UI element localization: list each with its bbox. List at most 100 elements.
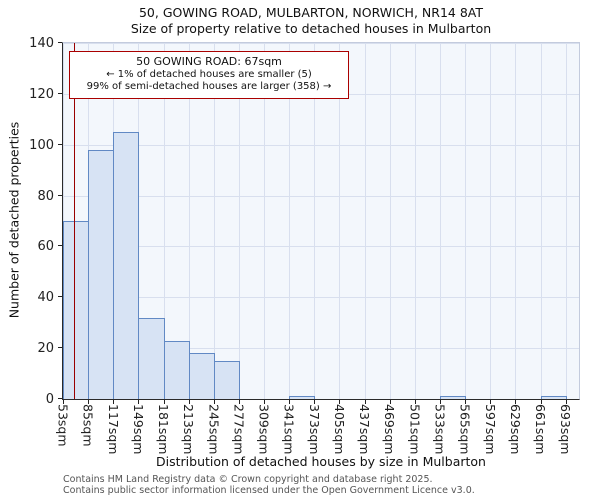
gridline-vertical: [439, 43, 441, 399]
gridline-vertical: [339, 43, 341, 399]
x-tick-label: 117sqm: [105, 404, 121, 455]
x-tick-mark: [389, 400, 391, 404]
x-tick-mark: [138, 400, 140, 404]
x-tick-mark: [339, 400, 341, 404]
gridline-vertical: [414, 43, 416, 399]
x-tick-label: 693sqm: [558, 404, 574, 455]
x-tick-mark: [540, 400, 542, 404]
x-tick-mark: [188, 400, 190, 404]
x-tick-label: 309sqm: [256, 404, 272, 455]
histogram-bar: [188, 353, 215, 399]
y-tick-mark: [58, 143, 62, 145]
gridline-vertical: [213, 43, 215, 399]
histogram-bar: [213, 360, 240, 399]
x-tick-label: 341sqm: [281, 404, 297, 455]
x-tick-mark: [465, 400, 467, 404]
x-tick-mark: [439, 400, 441, 404]
gridline-vertical: [238, 43, 240, 399]
histogram-bar: [163, 340, 190, 399]
gridline-vertical: [289, 43, 291, 399]
x-tick-label: 149sqm: [130, 404, 146, 455]
y-tick-mark: [58, 245, 62, 247]
x-tick-label: 277sqm: [231, 404, 247, 455]
gridline-horizontal: [63, 348, 579, 350]
y-tick-label: 20: [37, 341, 54, 357]
gridline-vertical: [540, 43, 542, 399]
x-tick-label: 245sqm: [206, 404, 222, 455]
y-tick-label: 0: [45, 392, 54, 407]
y-tick-mark: [58, 42, 62, 43]
x-tick-label: 213sqm: [181, 404, 197, 455]
histogram-bar: [88, 149, 115, 399]
gridline-horizontal: [63, 297, 579, 299]
y-tick-mark: [58, 347, 62, 349]
x-tick-mark: [113, 400, 115, 404]
x-tick-mark: [364, 400, 366, 404]
histogram-bar: [138, 317, 165, 399]
x-tick-mark: [238, 400, 240, 404]
x-tick-label: 53sqm: [55, 404, 71, 447]
x-tick-label: 373sqm: [306, 404, 322, 455]
gridline-vertical: [163, 43, 165, 399]
y-tick-mark: [58, 92, 62, 94]
footer-attribution-line2: Contains public sector information licen…: [63, 485, 475, 496]
gridline-horizontal: [63, 195, 579, 197]
gridline-vertical: [465, 43, 467, 399]
y-tick-mark: [58, 194, 62, 196]
gridline-vertical: [364, 43, 366, 399]
gridline-vertical: [264, 43, 266, 399]
x-axis-label: Distribution of detached houses by size …: [156, 454, 486, 469]
gridline-vertical: [515, 43, 517, 399]
gridline-vertical: [490, 43, 492, 399]
gridline-vertical: [565, 43, 567, 399]
x-tick-mark: [414, 400, 416, 404]
x-tick-label: 437sqm: [357, 404, 373, 455]
x-tick-mark: [289, 400, 291, 404]
gridline-vertical: [389, 43, 391, 399]
x-tick-label: 469sqm: [382, 404, 398, 455]
x-tick-mark: [565, 400, 567, 404]
histogram-bar: [540, 396, 567, 399]
x-tick-label: 629sqm: [507, 404, 523, 455]
x-tick-mark: [88, 400, 90, 404]
x-tick-label: 597sqm: [482, 404, 498, 455]
x-tick-mark: [163, 400, 165, 404]
annotation-property-size: 50 GOWING ROAD: 67sqm: [136, 55, 282, 68]
y-tick-label: 100: [29, 137, 54, 153]
y-tick-mark: [58, 398, 62, 399]
y-tick-label: 140: [29, 36, 54, 51]
footer-attribution-line1: Contains HM Land Registry data © Crown c…: [63, 474, 433, 485]
y-tick-label: 120: [29, 86, 54, 102]
x-tick-label: 533sqm: [432, 404, 448, 455]
histogram-bar: [113, 132, 140, 399]
gridline-vertical: [314, 43, 316, 399]
x-tick-label: 565sqm: [457, 404, 473, 455]
x-tick-label: 85sqm: [80, 404, 96, 447]
gridline-horizontal: [63, 246, 579, 248]
annotation-smaller-stat: ← 1% of detached houses are smaller (5): [106, 68, 312, 80]
x-tick-mark: [515, 400, 517, 404]
annotation-box: 50 GOWING ROAD: 67sqm ← 1% of detached h…: [69, 51, 349, 99]
chart-title: 50, GOWING ROAD, MULBARTON, NORWICH, NR1…: [138, 5, 483, 20]
subject-property-marker-line: [73, 43, 76, 399]
y-tick-mark: [58, 296, 62, 298]
plot-area: 50 GOWING ROAD: 67sqm ← 1% of detached h…: [62, 42, 580, 400]
y-tick-label: 60: [37, 239, 54, 255]
x-tick-mark: [213, 400, 215, 404]
gridline-vertical: [188, 43, 190, 399]
chart-subtitle: Size of property relative to detached ho…: [130, 21, 492, 36]
x-tick-label: 501sqm: [407, 404, 423, 455]
x-tick-label: 405sqm: [331, 404, 347, 455]
x-tick-label: 181sqm: [156, 404, 172, 455]
y-tick-label: 40: [37, 290, 54, 306]
x-tick-mark: [264, 400, 266, 404]
y-tick-label: 80: [37, 188, 54, 204]
histogram-bar: [289, 396, 316, 399]
x-tick-label: 661sqm: [533, 404, 549, 455]
histogram-bar: [439, 396, 467, 399]
histogram-bar: [63, 221, 90, 399]
annotation-larger-stat: 99% of semi-detached houses are larger (…: [86, 81, 332, 93]
x-tick-mark: [63, 400, 64, 404]
x-tick-mark: [314, 400, 316, 404]
